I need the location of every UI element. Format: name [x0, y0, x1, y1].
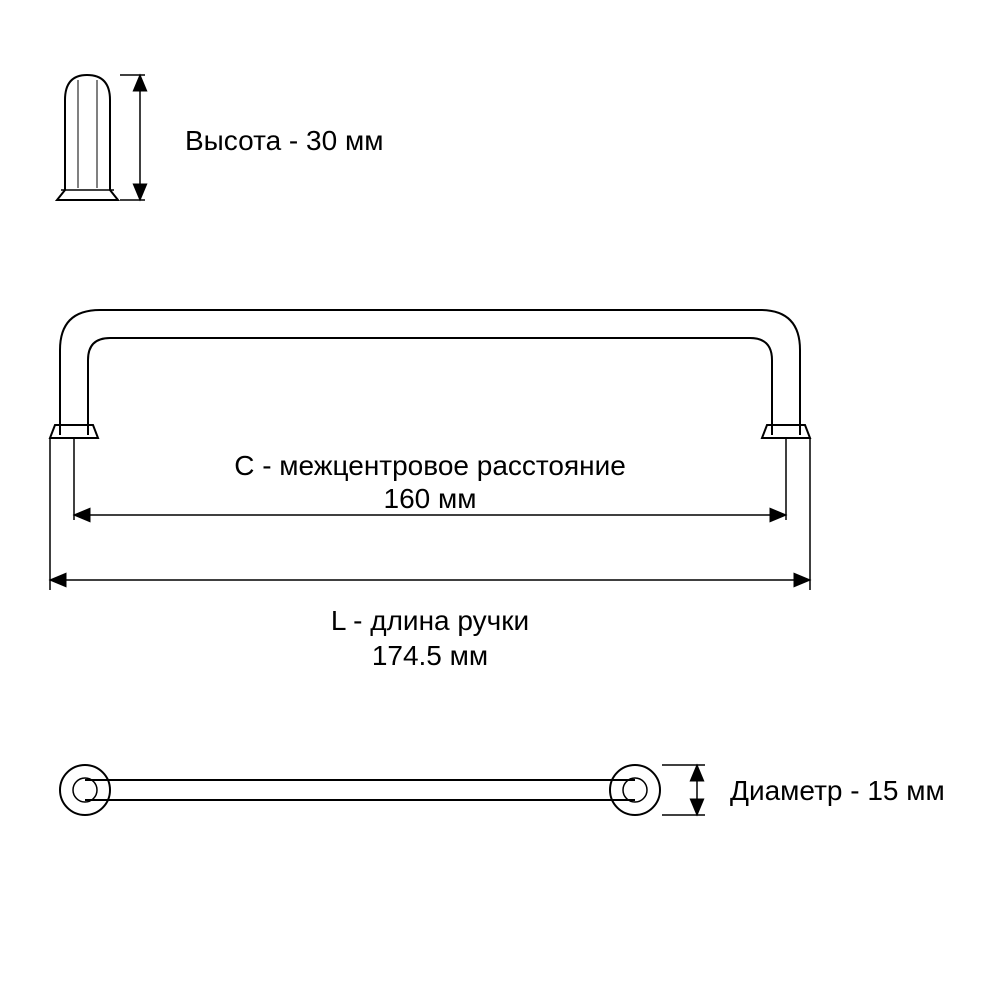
- length-value: 174.5 мм: [372, 640, 488, 671]
- height-label: Высота - 30 мм: [185, 125, 383, 156]
- side-view: Высота - 30 мм: [57, 75, 383, 200]
- technical-drawing: Высота - 30 мм С - межцентровое расстоян…: [0, 0, 1000, 1000]
- front-view: С - межцентровое расстояние 160 мм L - д…: [50, 310, 810, 671]
- center-distance-value: 160 мм: [384, 483, 477, 514]
- diameter-label: Диаметр - 15 мм: [730, 775, 945, 806]
- top-view: Диаметр - 15 мм: [60, 765, 945, 815]
- length-label: L - длина ручки: [331, 605, 529, 636]
- center-distance-label: С - межцентровое расстояние: [234, 450, 626, 481]
